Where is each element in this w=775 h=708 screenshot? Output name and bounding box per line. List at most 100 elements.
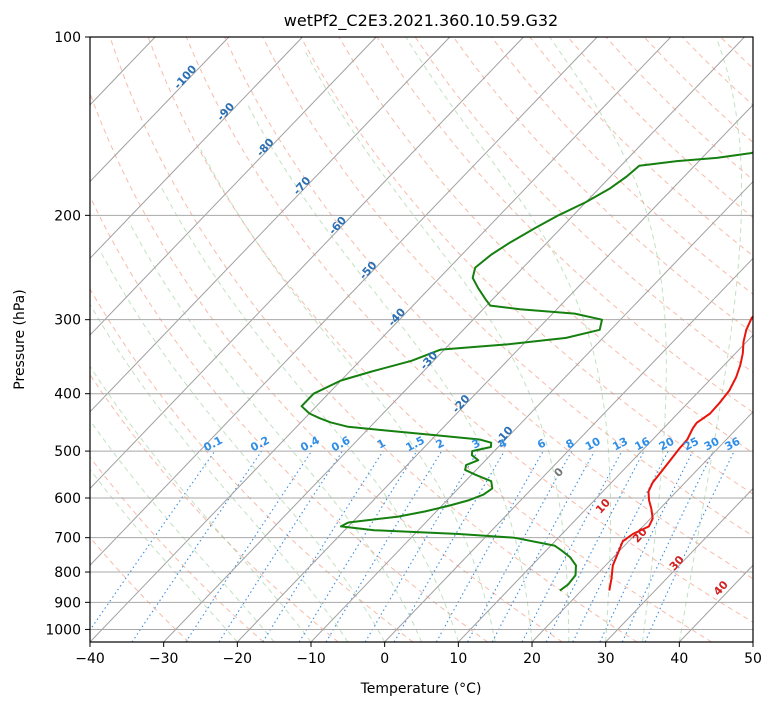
isotherm-gridline xyxy=(90,37,377,336)
dry-adiabat-label: -20 xyxy=(450,392,473,416)
y-tick-label: 200 xyxy=(54,208,81,224)
mixing-ratio-label: 20 xyxy=(657,435,677,454)
background-lines xyxy=(90,37,775,642)
mixing-ratio-line xyxy=(644,450,735,642)
mixing-ratio-label: 16 xyxy=(633,435,653,454)
mixing-ratio-line xyxy=(298,450,418,642)
dry-adiabat-line xyxy=(681,37,753,106)
moist-adiabat-line xyxy=(90,468,238,642)
dry-adiabat-line xyxy=(147,37,712,642)
y-tick-label: 1000 xyxy=(45,622,81,638)
moist-adiabat-line xyxy=(303,49,570,642)
moist-adiabat-line xyxy=(678,37,743,642)
mixing-ratio-label: 30 xyxy=(702,435,722,454)
moist-adiabat-line xyxy=(405,37,611,642)
x-tick-label: −40 xyxy=(75,651,105,667)
isotherm-gridline xyxy=(163,37,745,642)
mixing-ratio-label: 10 xyxy=(583,435,603,454)
mixing-ratio-line xyxy=(621,450,714,642)
moist-adiabat-label: 40 xyxy=(711,578,731,598)
x-tick-label: 0 xyxy=(380,651,389,667)
x-tick-label: 20 xyxy=(523,651,541,667)
moist-adiabat-line xyxy=(90,419,275,642)
isotherm-gridline xyxy=(90,37,451,413)
isotherm-gridline xyxy=(90,37,230,183)
y-tick-label: 900 xyxy=(54,595,81,611)
mixing-ratio-line xyxy=(364,450,479,642)
mixing-ratio-label: 36 xyxy=(723,435,743,454)
dry-adiabat-label: -100 xyxy=(171,62,199,91)
moist-adiabat-line xyxy=(247,104,533,642)
y-axis-label: Pressure (hPa) xyxy=(12,289,28,389)
x-axis-label: Temperature (°C) xyxy=(360,681,482,697)
isotherm-gridline xyxy=(310,180,753,642)
dry-adiabat-label: -90 xyxy=(214,100,237,124)
dry-adiabat-line xyxy=(643,37,753,144)
chart-title: wetPf2_C2E3.2021.360.10.59.G32 xyxy=(284,11,558,31)
dry-adiabat-label: -50 xyxy=(357,258,380,282)
isotherm-gridline xyxy=(531,411,753,642)
isotherm-gridline xyxy=(90,37,672,642)
moist-adiabat-line xyxy=(90,303,349,642)
dry-adiabat-line xyxy=(414,37,753,374)
mixing-ratio-line xyxy=(185,450,313,642)
y-tick-label: 100 xyxy=(54,30,81,46)
dry-adiabat-label: -70 xyxy=(291,174,314,198)
x-axis-ticks: −40 −30 −20 −10 0 10 20 30 40 50 xyxy=(75,642,762,667)
mixing-ratio-line xyxy=(572,450,669,642)
mixing-ratio-line xyxy=(491,450,595,642)
y-tick-label: 600 xyxy=(54,491,81,507)
dry-adiabat-line xyxy=(109,37,638,642)
x-tick-label: 40 xyxy=(670,651,688,667)
dry-adiabat-line xyxy=(90,287,414,642)
dry-adiabat-line xyxy=(185,37,753,623)
dry-adiabat-line xyxy=(300,37,753,495)
y-tick-label: 300 xyxy=(54,313,81,329)
x-tick-label: −30 xyxy=(149,651,179,667)
dry-adiabat-label: -30 xyxy=(417,349,440,373)
line-labels: 0.1 0.2 0.4 0.6 1 1.5 2 3 4 6 8 10 13 16 20 25 30 36-100-… xyxy=(171,62,742,598)
dry-adiabat-label: -40 xyxy=(385,305,408,329)
x-tick-label: −10 xyxy=(296,651,326,667)
dry-adiabat-line xyxy=(759,37,775,642)
x-tick-label: −20 xyxy=(223,651,253,667)
mixing-ratio-line xyxy=(131,450,263,642)
isotherm-gridline xyxy=(90,37,524,490)
y-tick-label: 500 xyxy=(54,444,81,460)
dry-adiabat-line xyxy=(605,37,753,181)
dry-adiabat-line xyxy=(90,195,488,642)
isotherm-gridline xyxy=(90,37,598,566)
dry-adiabat-line xyxy=(90,373,339,642)
moist-adiabat-line xyxy=(549,37,667,642)
dry-adiabat-line xyxy=(262,37,753,537)
data-lines xyxy=(300,151,753,592)
dry-adiabat-label: -10 xyxy=(493,424,516,448)
isotherm-gridline xyxy=(0,37,8,642)
x-tick-label: 50 xyxy=(744,651,762,667)
x-tick-label: 30 xyxy=(597,651,615,667)
mixing-ratio-line xyxy=(90,450,216,632)
mixing-ratio-label: 2 xyxy=(434,436,447,451)
dry-adiabat-line xyxy=(491,37,753,295)
isotherm-gridline xyxy=(457,334,753,642)
dry-adiabat-line xyxy=(90,91,563,642)
mixing-ratio-line xyxy=(218,450,343,642)
dry-adiabat-line xyxy=(90,456,264,642)
mixing-ratio-line xyxy=(325,450,443,642)
dry-adiabat-label: -80 xyxy=(254,135,277,159)
mixing-ratio-line xyxy=(262,450,384,642)
x-tick-label: 10 xyxy=(449,651,467,667)
y-tick-label: 400 xyxy=(54,387,81,403)
mixing-ratio-line xyxy=(467,450,573,642)
moist-adiabat-line xyxy=(128,221,422,642)
dry-adiabat-line xyxy=(90,536,190,642)
temperature-line xyxy=(608,315,753,591)
moist-adiabat-line xyxy=(100,251,386,642)
dewpoint-line xyxy=(300,151,753,592)
dry-adiabat-line xyxy=(720,37,753,69)
y-tick-label: 800 xyxy=(54,565,81,581)
isotherm-gridline xyxy=(90,37,303,260)
isotherm-gridline xyxy=(605,487,753,642)
